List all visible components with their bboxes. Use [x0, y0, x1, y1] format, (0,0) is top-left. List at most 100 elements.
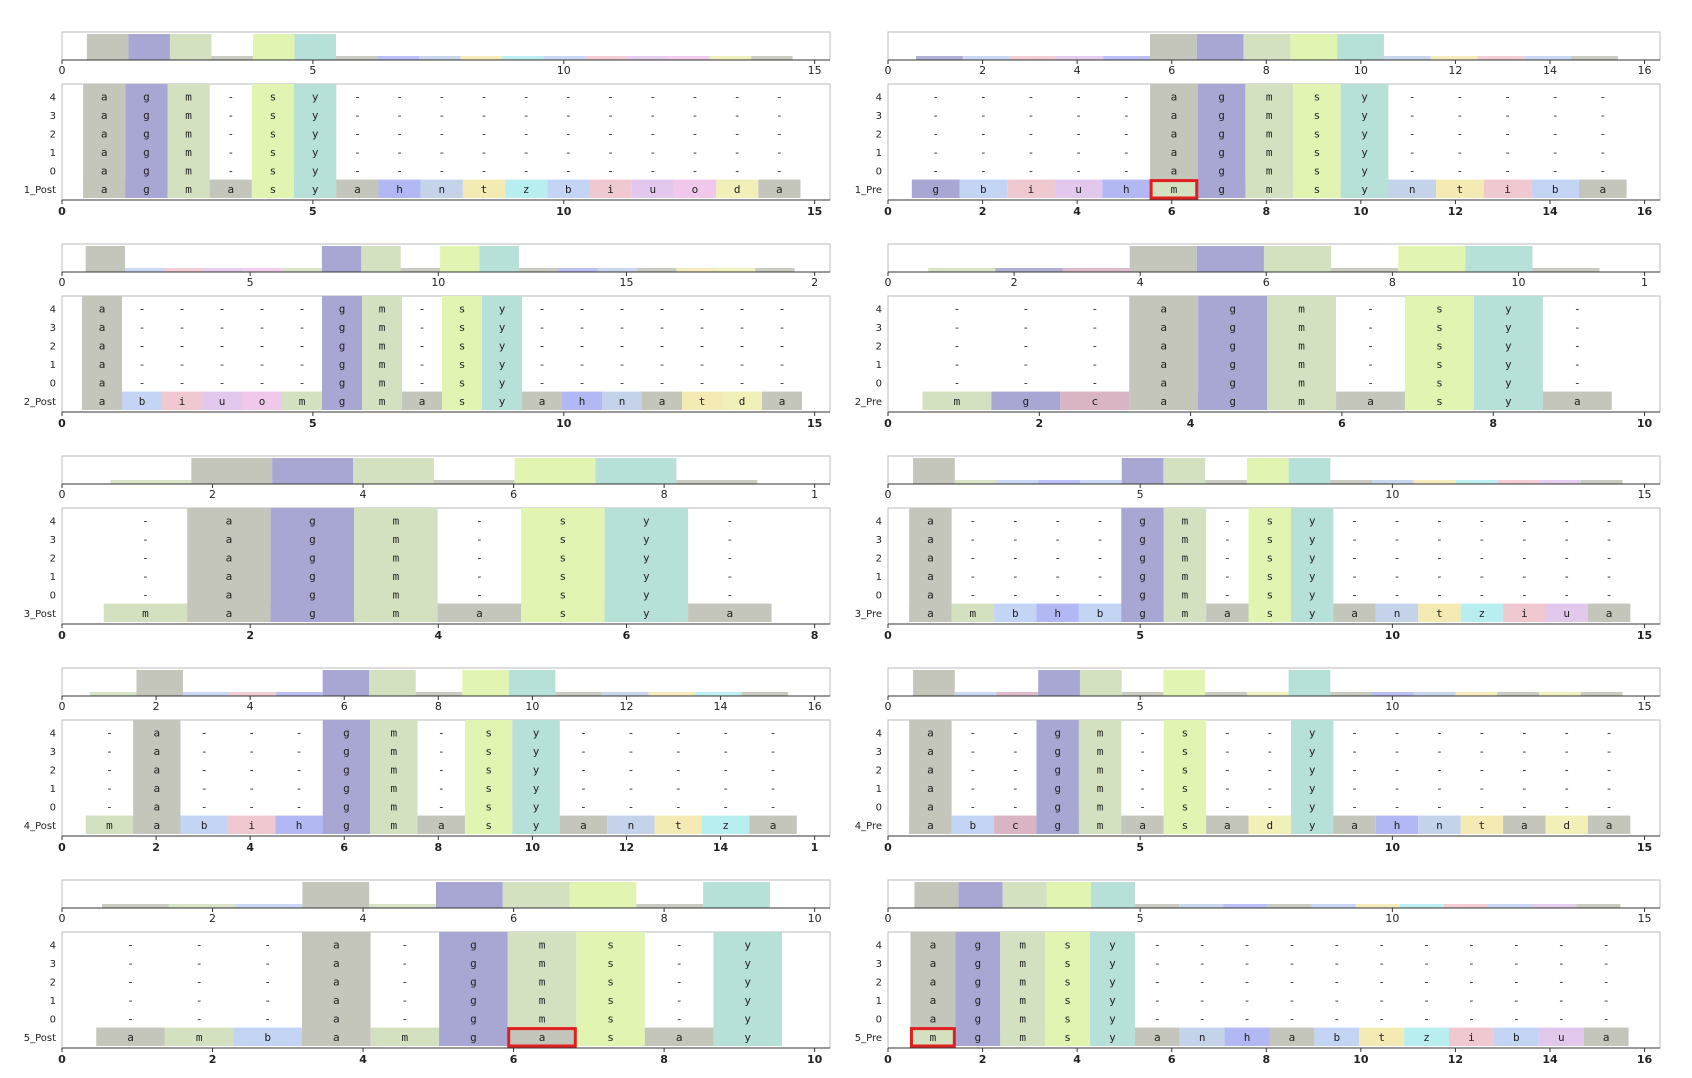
residue: a: [101, 91, 108, 104]
residue: m: [1298, 321, 1305, 334]
residue: -: [565, 164, 572, 177]
panel-5_Pre: 0 5 10 15 0 a g m s y - - - - - - - - - - - 1 a g m s y - - - - - - - - - - -…: [855, 879, 1661, 1066]
residue: -: [1075, 146, 1082, 159]
residue: -: [1012, 570, 1019, 583]
residue: y: [499, 376, 506, 389]
residue: s: [1436, 340, 1443, 353]
residue: g: [343, 745, 350, 758]
base-cell: [654, 815, 702, 834]
base-cell: [1359, 1027, 1405, 1046]
row-label: 3: [50, 959, 56, 970]
residue: s: [607, 1031, 614, 1044]
residue: -: [481, 164, 488, 177]
residue: -: [142, 515, 149, 528]
residue: a: [154, 745, 161, 758]
base-cell: [1578, 179, 1627, 198]
residue: -: [1097, 570, 1104, 583]
residue: s: [1182, 782, 1189, 795]
residue: a: [99, 395, 106, 408]
residue: m: [185, 183, 192, 196]
residue: -: [1054, 533, 1061, 546]
residue: -: [1563, 727, 1570, 740]
residue: -: [1023, 303, 1030, 316]
residue: g: [470, 939, 477, 952]
residue: m: [391, 800, 398, 813]
residue: -: [1224, 764, 1231, 777]
residue: -: [419, 340, 426, 353]
residue: -: [1606, 570, 1613, 583]
residue: -: [1012, 533, 1019, 546]
residue: -: [770, 745, 777, 758]
row-label: 1: [50, 996, 56, 1007]
grid-tick-label: 0: [884, 205, 892, 218]
residue: y: [499, 340, 506, 353]
overview-bar: [1267, 904, 1312, 908]
overview-tick-label: 16: [808, 700, 822, 713]
residue: -: [676, 976, 683, 989]
residue: -: [1224, 745, 1231, 758]
residue: -: [676, 939, 683, 952]
overview-tick-label: 10: [1354, 64, 1368, 77]
residue: -: [127, 939, 134, 952]
residue: -: [227, 109, 234, 122]
overview-bar: [1330, 480, 1373, 484]
residue: z: [722, 819, 729, 832]
overview-bar: [585, 56, 627, 60]
residue: a: [1160, 395, 1167, 408]
residue: m: [379, 358, 386, 371]
residue: y: [643, 570, 650, 583]
residue: -: [1600, 128, 1607, 141]
residue: y: [1505, 376, 1512, 389]
residue: -: [1224, 552, 1231, 565]
overview-bar: [164, 268, 204, 272]
base-cell: [1121, 603, 1164, 622]
residue: d: [739, 395, 746, 408]
residue: -: [1154, 957, 1161, 970]
residue: -: [776, 146, 783, 159]
residue: -: [739, 321, 746, 334]
overview-bar: [169, 34, 212, 60]
residue: y: [533, 819, 540, 832]
residue: m: [1266, 164, 1273, 177]
overview-tick-label: 0: [885, 64, 892, 77]
residue: g: [343, 727, 350, 740]
residue: n: [1394, 607, 1401, 620]
residue: -: [932, 128, 939, 141]
residue: y: [643, 588, 650, 601]
residue: -: [476, 515, 483, 528]
residue: g: [1139, 515, 1146, 528]
row-label: 2: [876, 766, 882, 777]
aligned-column: [910, 932, 956, 1046]
overview-bar: [1056, 56, 1104, 60]
base-cell: [125, 179, 168, 198]
residue: m: [1019, 1012, 1026, 1025]
base-cell: [437, 603, 522, 622]
residue: -: [1123, 109, 1130, 122]
residue: -: [970, 588, 977, 601]
residue: -: [1423, 994, 1430, 1007]
residue: -: [1504, 164, 1511, 177]
residue: -: [692, 109, 699, 122]
residue: -: [481, 146, 488, 159]
residue: -: [296, 782, 303, 795]
residue: y: [1309, 745, 1316, 758]
grid-tick-label: 6: [623, 629, 631, 642]
residue: -: [259, 340, 266, 353]
residue: -: [1224, 515, 1231, 528]
overview-tick-label: 6: [1263, 276, 1270, 289]
residue: a: [927, 745, 934, 758]
residue: s: [1266, 552, 1273, 565]
residue: -: [299, 358, 306, 371]
base-cell: [1269, 1027, 1315, 1046]
residue: u: [1558, 1031, 1565, 1044]
residue: -: [1423, 939, 1430, 952]
residue: -: [402, 939, 409, 952]
base-cell: [1045, 1027, 1090, 1046]
residue: -: [649, 109, 656, 122]
row-label: 3: [876, 111, 882, 122]
residue: -: [1409, 146, 1416, 159]
base-cell: [522, 391, 562, 410]
residue: -: [619, 376, 626, 389]
residue: -: [1123, 91, 1130, 104]
residue: a: [539, 395, 546, 408]
